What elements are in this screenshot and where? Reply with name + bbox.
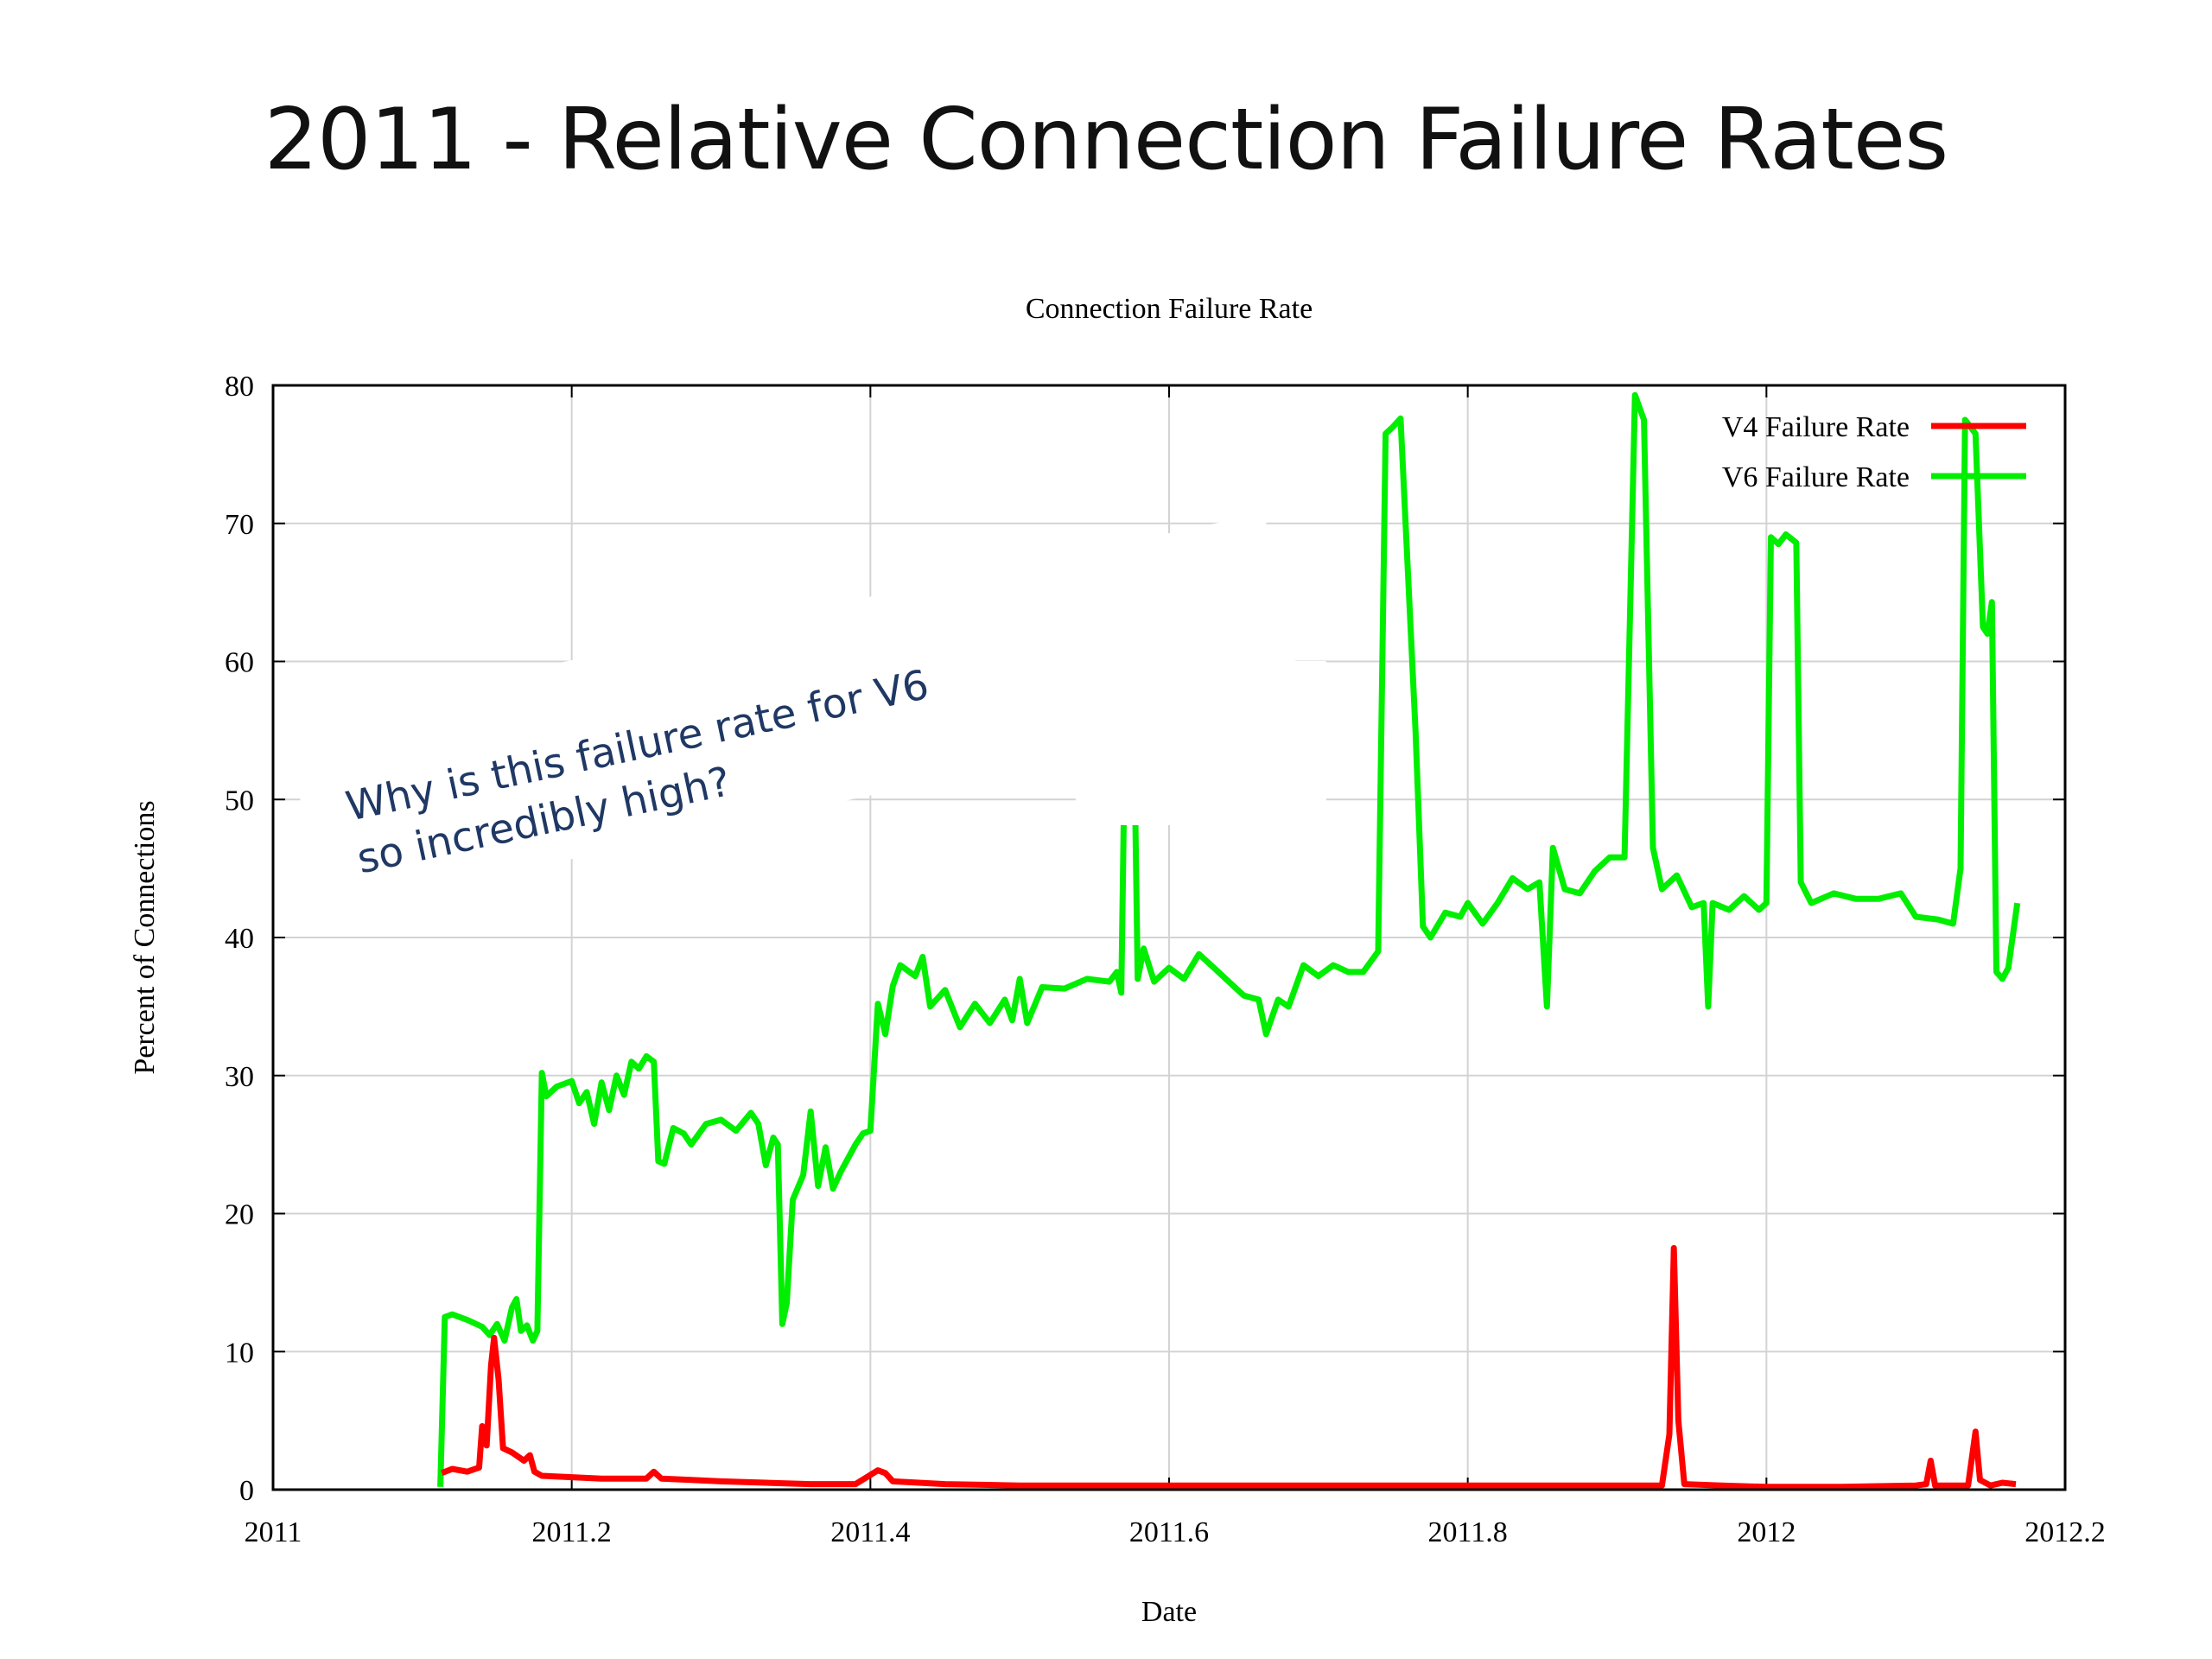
x-axis-label: Date (1141, 1596, 1197, 1628)
y-tick-label: 40 (225, 923, 254, 955)
legend-label: V4 Failure Rate (1722, 411, 1910, 443)
legend-label: V6 Failure Rate (1722, 461, 1910, 493)
y-tick-label: 80 (225, 371, 254, 403)
y-tick-label: 10 (225, 1337, 254, 1369)
x-tick-label: 2012.2 (2024, 1516, 2106, 1548)
x-tick-label: 2011.6 (1129, 1516, 1209, 1548)
y-tick-label: 0 (239, 1475, 254, 1507)
chart-title: Connection Failure Rate (1026, 293, 1313, 325)
y-tick-label: 20 (225, 1199, 254, 1231)
plot-frame (271, 384, 2067, 1491)
y-tick-label: 60 (225, 647, 254, 679)
y-axis-label: Percent of Connections (129, 800, 161, 1074)
x-tick-label: 2011.8 (1428, 1516, 1508, 1548)
x-tick-label: 2011 (245, 1516, 302, 1548)
y-tick-label: 30 (225, 1061, 254, 1093)
x-axis-ticks: 2011 2011.2 2011.4 2011.6 2011.8 2012 2012.2 (245, 385, 2106, 1548)
y-axis-ticks: 0 10 20 30 40 50 60 70 80 (225, 371, 2065, 1507)
x-tick-label: 2012 (1737, 1516, 1796, 1548)
y-tick-label: 50 (225, 785, 254, 817)
legend: V4 Failure Rate V6 Failure Rate (1722, 411, 2026, 493)
x-tick-label: 2011.4 (830, 1516, 910, 1548)
series-line-v4 (441, 1244, 2017, 1491)
x-tick-label: 2011.2 (532, 1516, 612, 1548)
y-tick-label: 70 (225, 509, 254, 541)
slide-title: 2011 - Relative Connection Failure Rates (264, 91, 1948, 189)
